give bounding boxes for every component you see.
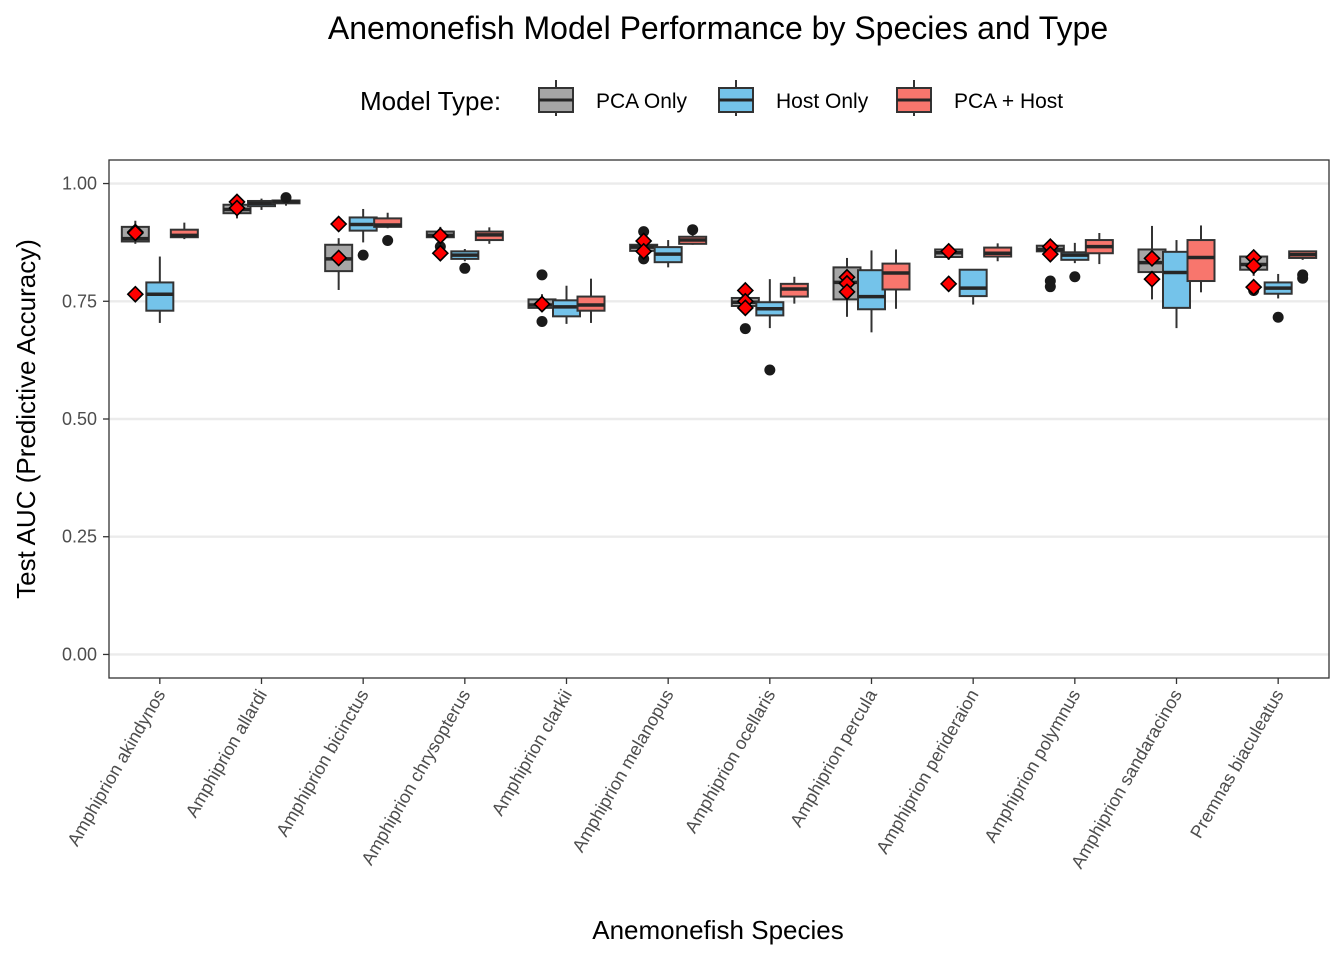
outlier-point bbox=[357, 249, 369, 261]
highlight-diamond bbox=[126, 285, 144, 303]
box-body bbox=[1186, 239, 1216, 283]
box-body bbox=[857, 269, 886, 311]
box-1-10 bbox=[1162, 240, 1191, 329]
highlight-diamond bbox=[838, 283, 856, 301]
highlight-diamond bbox=[431, 227, 449, 245]
outlier-point bbox=[638, 226, 650, 238]
box-body bbox=[1162, 250, 1191, 309]
box-1-11 bbox=[1263, 273, 1293, 323]
y-tick-label: 0.00 bbox=[62, 644, 97, 664]
box-2-0 bbox=[169, 222, 199, 240]
box-2-11 bbox=[1288, 250, 1318, 284]
highlight-diamond bbox=[228, 199, 246, 217]
highlight-diamond bbox=[533, 295, 551, 313]
highlight-diamond bbox=[635, 242, 653, 260]
box-2-3 bbox=[474, 227, 504, 244]
y-tick-label: 1.00 bbox=[62, 174, 97, 194]
box-1-6 bbox=[755, 279, 785, 376]
highlight-diamond bbox=[1143, 270, 1161, 288]
highlight-diamond bbox=[1245, 278, 1263, 296]
outlier-point bbox=[1069, 271, 1081, 283]
x-tick-label: Amphiprion ocellaris bbox=[681, 686, 779, 836]
box-1-5 bbox=[653, 240, 683, 268]
highlight-diamond bbox=[1245, 257, 1263, 275]
x-tick-label: Amphiprion sandaracinos bbox=[1067, 686, 1186, 872]
outlier-point bbox=[1272, 311, 1284, 323]
outlier-point bbox=[459, 262, 471, 274]
x-axis-title: Anemonefish Species bbox=[592, 915, 843, 945]
box-body bbox=[881, 262, 911, 291]
outlier-point bbox=[1044, 281, 1056, 293]
legend-item-0: PCA Only bbox=[538, 80, 688, 116]
legend-label: PCA + Host bbox=[954, 90, 1063, 113]
box-body bbox=[373, 217, 403, 228]
highlight-diamond bbox=[330, 215, 348, 233]
box-2-9 bbox=[1084, 232, 1114, 265]
highlight-diamond bbox=[1041, 245, 1059, 263]
box-2-4 bbox=[576, 278, 606, 323]
x-tick-label: Amphiprion bicinctus bbox=[272, 686, 372, 840]
box-1-0 bbox=[145, 256, 175, 323]
highlight-diamond bbox=[1143, 249, 1161, 268]
outlier-point bbox=[687, 224, 699, 236]
box-body bbox=[145, 281, 175, 312]
x-tick-label: Amphiprion chrysopterus bbox=[357, 686, 474, 868]
box-1-9 bbox=[1060, 242, 1090, 283]
x-tick-label: Premnas biaculeatus bbox=[1186, 686, 1287, 842]
x-tick-label: Amphiprion melanopus bbox=[568, 686, 677, 855]
legend: Model Type: PCA Only Host Only PCA + Host bbox=[360, 80, 1063, 116]
chart-title: Anemonefish Model Performance by Species… bbox=[328, 10, 1108, 46]
gridlines bbox=[109, 182, 1329, 656]
box-2-10 bbox=[1186, 225, 1216, 293]
box-2-5 bbox=[678, 224, 708, 245]
y-tick-label: 0.50 bbox=[62, 409, 97, 429]
box-2-8 bbox=[983, 243, 1013, 262]
y-axis: 0.00 0.25 0.50 0.75 1.00 bbox=[62, 174, 109, 664]
box-2-1 bbox=[271, 192, 301, 206]
box-body bbox=[958, 268, 988, 298]
x-tick-label: Amphiprion polymnus bbox=[980, 686, 1084, 846]
box-1-3 bbox=[450, 249, 480, 274]
box-1-8 bbox=[958, 268, 988, 305]
box-body bbox=[169, 228, 199, 239]
highlight-diamond bbox=[940, 275, 958, 293]
legend-title: Model Type: bbox=[360, 86, 501, 116]
x-axis: Amphiprion akindynos Amphiprion allardi Am… bbox=[63, 678, 1288, 872]
outlier-point bbox=[536, 316, 548, 328]
x-tick-label: Amphiprion akindynos bbox=[63, 686, 169, 849]
legend-label: Host Only bbox=[776, 90, 869, 113]
x-tick-label: Amphiprion clarkii bbox=[488, 686, 576, 819]
outlier-point bbox=[536, 269, 548, 281]
highlight-diamond bbox=[330, 249, 348, 267]
highlight-diamond bbox=[736, 299, 754, 317]
outlier-point bbox=[280, 192, 292, 204]
x-tick-label: Amphiprion percula bbox=[786, 685, 881, 830]
y-axis-title: Test AUC (Predictive Accuracy) bbox=[11, 239, 41, 599]
highlight-diamond bbox=[126, 224, 144, 242]
outlier-point bbox=[382, 235, 394, 247]
x-tick-label: Amphiprion allardi bbox=[182, 686, 271, 821]
highlight-points bbox=[126, 193, 1263, 317]
x-tick-label: Amphiprion perideraion bbox=[872, 686, 982, 857]
highlight-diamond bbox=[431, 244, 449, 262]
legend-item-2: PCA + Host bbox=[896, 80, 1063, 116]
box-2-7 bbox=[881, 249, 911, 309]
legend-item-1: Host Only bbox=[718, 80, 869, 116]
outlier-point bbox=[1297, 272, 1309, 284]
box-2-2 bbox=[373, 212, 403, 247]
highlight-diamond bbox=[940, 242, 958, 260]
outlier-point bbox=[739, 323, 751, 335]
y-tick-label: 0.25 bbox=[62, 527, 97, 547]
legend-label: PCA Only bbox=[596, 90, 688, 113]
y-tick-label: 0.75 bbox=[62, 291, 97, 311]
box-2-6 bbox=[779, 276, 809, 304]
outlier-point bbox=[764, 364, 776, 376]
